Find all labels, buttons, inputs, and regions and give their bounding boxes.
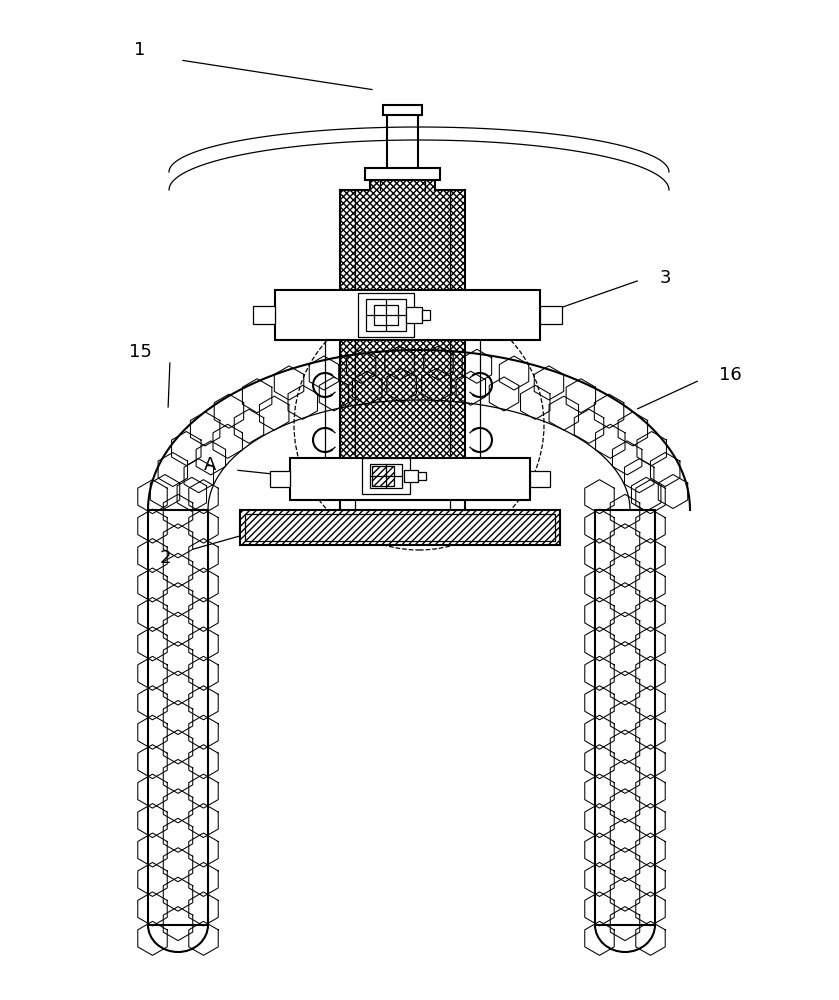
- Bar: [406, 307, 422, 323]
- Bar: [418, 472, 426, 480]
- Bar: [240, 510, 560, 545]
- Bar: [540, 306, 562, 324]
- Bar: [370, 180, 435, 190]
- Bar: [374, 305, 399, 325]
- Bar: [148, 510, 208, 925]
- Bar: [358, 293, 414, 337]
- Bar: [275, 290, 540, 340]
- Text: 2: 2: [159, 549, 171, 567]
- Bar: [383, 105, 422, 115]
- Bar: [595, 510, 655, 925]
- Bar: [365, 168, 440, 180]
- Text: 16: 16: [719, 366, 742, 384]
- Bar: [245, 514, 555, 541]
- Bar: [290, 458, 530, 500]
- Bar: [340, 190, 465, 470]
- Bar: [370, 464, 402, 488]
- Bar: [367, 299, 406, 331]
- Bar: [270, 471, 290, 487]
- Bar: [253, 306, 275, 324]
- Bar: [372, 466, 394, 486]
- Bar: [404, 470, 418, 482]
- Bar: [530, 471, 550, 487]
- Text: A: A: [204, 456, 216, 474]
- Text: 1: 1: [134, 41, 146, 59]
- Bar: [362, 458, 410, 494]
- Text: 3: 3: [659, 269, 670, 287]
- Bar: [422, 310, 430, 320]
- Text: 15: 15: [128, 343, 151, 361]
